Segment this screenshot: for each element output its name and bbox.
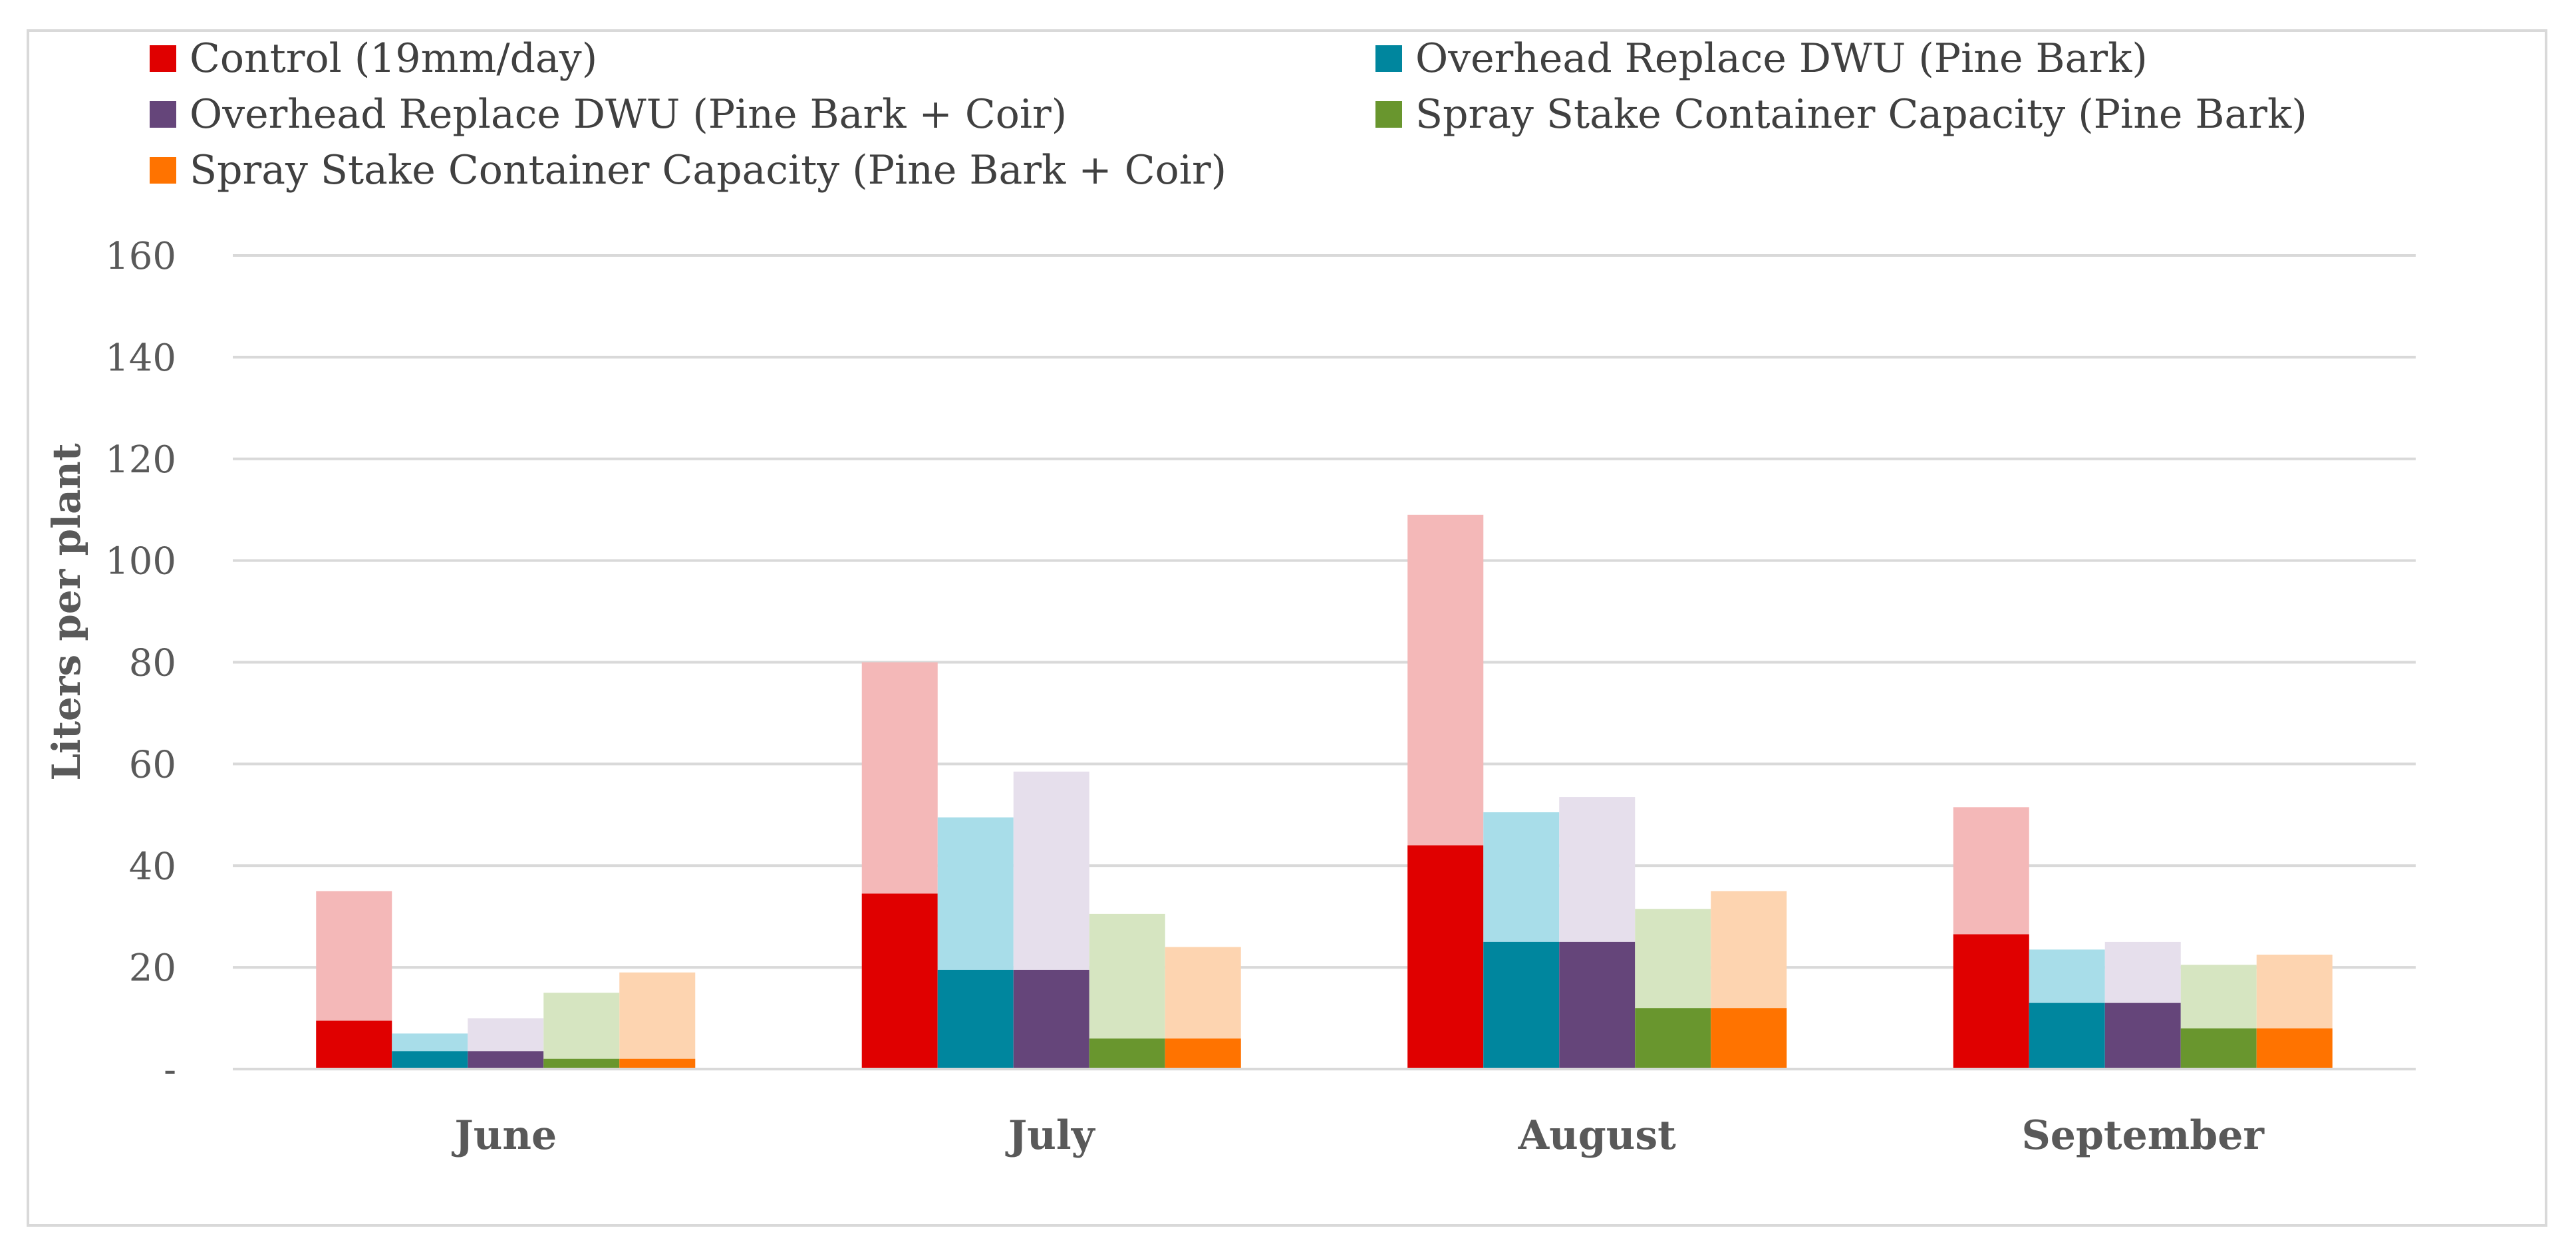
bar-august-series-4: [1635, 1008, 1711, 1069]
bar-july-series-3: [1013, 969, 1089, 1069]
bar-september-series-4: [2180, 1028, 2257, 1069]
bar-august-series-2: [1483, 941, 1560, 1069]
x-category-label-july: July: [1005, 1112, 1096, 1159]
y-tick-label-160: 160: [105, 235, 176, 278]
y-tick-label-20: 20: [129, 947, 176, 990]
bar-june-series-3: [468, 1051, 544, 1069]
bar-june-series-4: [543, 1058, 620, 1069]
y-tick-label-100: 100: [105, 540, 176, 583]
y-tick-label-140: 140: [105, 337, 176, 380]
bar-june-series-5: [619, 1058, 696, 1069]
x-category-label-september: September: [2021, 1112, 2265, 1159]
y-tick-label-0: -: [164, 1048, 176, 1092]
bar-july-series-4: [1089, 1038, 1165, 1069]
x-category-label-june: June: [451, 1112, 557, 1159]
bar-june-series-1: [316, 1020, 392, 1069]
legend-swatch-series-5: [150, 157, 176, 184]
y-tick-label-60: 60: [129, 743, 176, 786]
bar-september-series-2: [2029, 1003, 2105, 1069]
bar-august-series-1: [1407, 845, 1484, 1069]
legend-label-series-2: Overhead Replace DWU (Pine Bark): [1415, 35, 2148, 82]
bar-august-series-3: [1559, 941, 1636, 1069]
legend-label-series-5: Spray Stake Container Capacity (Pine Bar…: [190, 147, 1226, 194]
chart-legend: Control (19mm/day) Overhead Replace DWU (…: [150, 35, 2307, 194]
bar-july-series-5: [1165, 1038, 1241, 1069]
bar-september-series-1: [1953, 934, 2029, 1069]
bar-total-june-series-5: [619, 972, 696, 1069]
bar-june-series-2: [392, 1051, 468, 1069]
y-tick-label-40: 40: [129, 845, 176, 888]
bar-august-series-5: [1711, 1008, 1787, 1069]
y-axis-tick-labels: - 20 40 60 80 100 120 140 160: [105, 235, 176, 1092]
y-axis-label: Liters per plant: [44, 443, 89, 780]
legend-swatch-series-2: [1375, 45, 1402, 72]
y-tick-label-80: 80: [129, 642, 176, 685]
bar-total-june-series-4: [543, 993, 620, 1069]
bars: [316, 514, 2333, 1069]
legend-label-series-4: Spray Stake Container Capacity (Pine Bar…: [1415, 91, 2307, 138]
y-tick-label-120: 120: [105, 438, 176, 482]
bar-july-series-2: [937, 969, 1014, 1069]
legend-swatch-series-3: [150, 101, 176, 128]
bar-july-series-1: [861, 893, 938, 1069]
legend-label-series-3: Overhead Replace DWU (Pine Bark + Coir): [190, 91, 1067, 138]
legend-swatch-series-1: [150, 45, 176, 72]
x-axis-category-labels: June July August September: [451, 1112, 2265, 1159]
gridlines: [233, 254, 2416, 1070]
legend-label-series-1: Control (19mm/day): [190, 35, 597, 82]
legend-swatch-series-4: [1375, 101, 1402, 128]
bar-september-series-5: [2256, 1028, 2333, 1069]
x-category-label-august: August: [1518, 1112, 1677, 1159]
bar-september-series-3: [2104, 1003, 2181, 1069]
